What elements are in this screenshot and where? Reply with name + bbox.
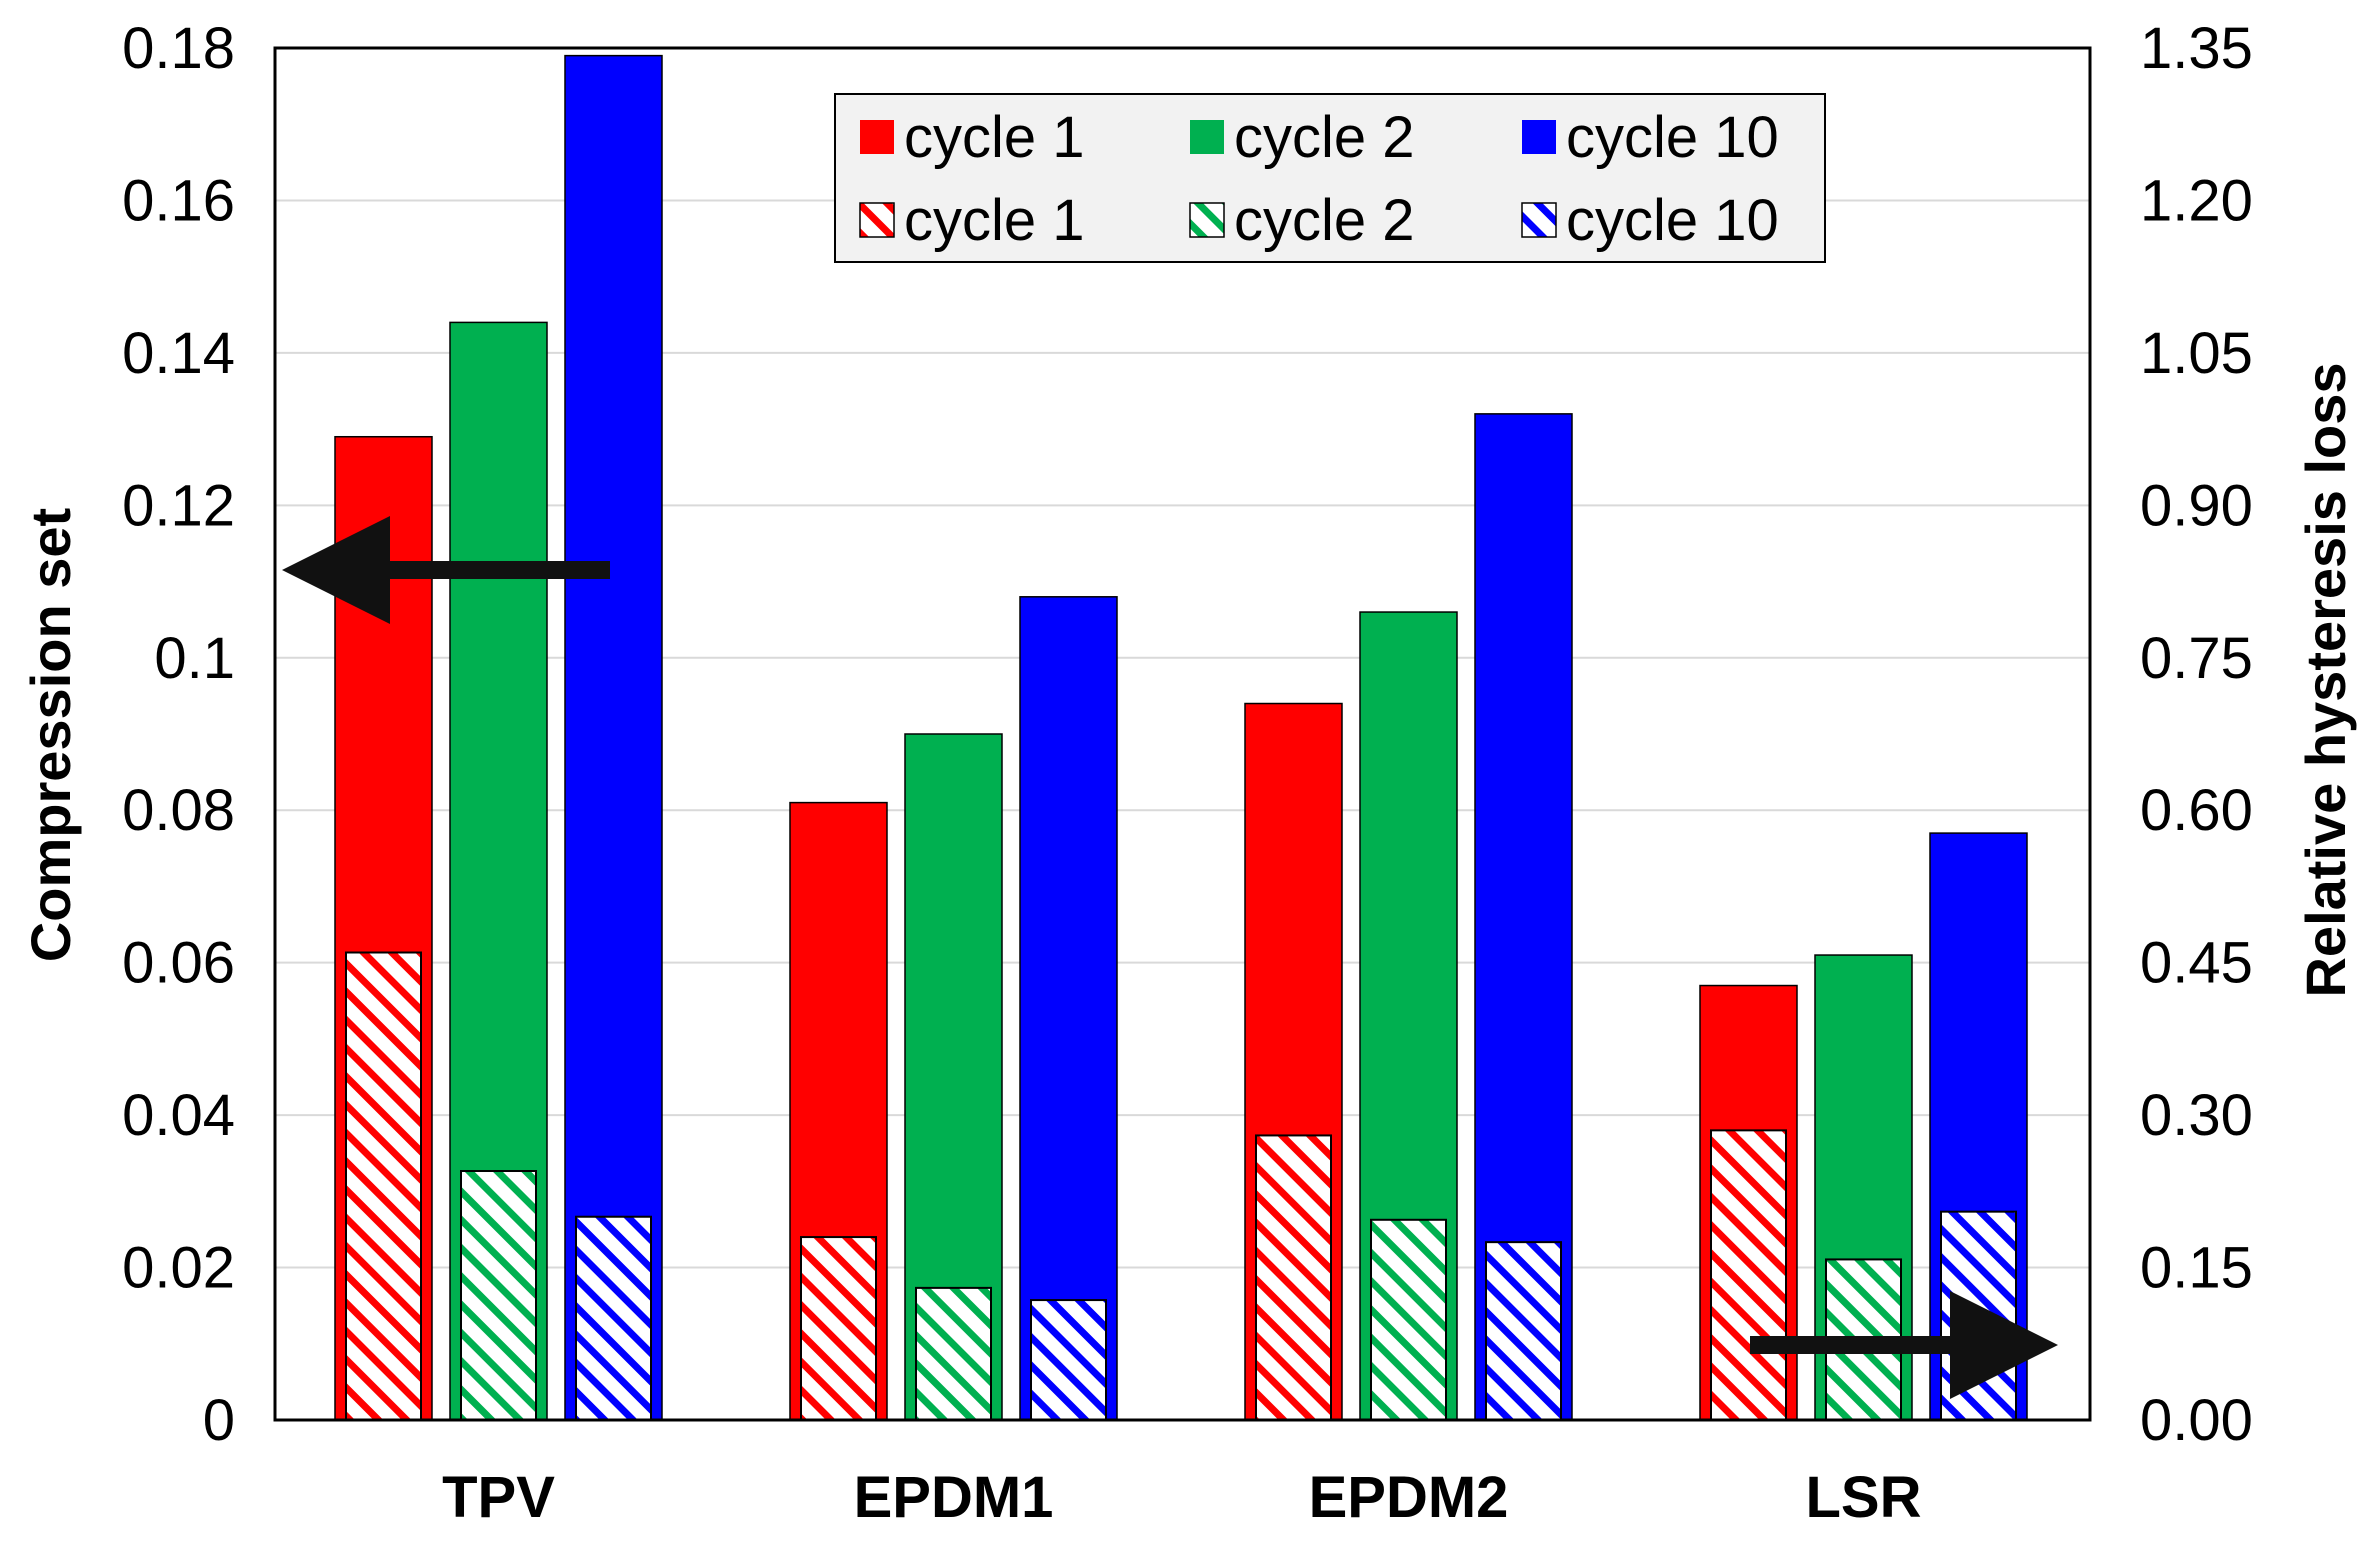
bar-cycle-10-hysteresis-loss [1940,1210,2017,1422]
left-tick-label: 0.08 [122,778,235,843]
category-label: LSR [1806,1465,1922,1530]
left-axis-ticks: 0 0.02 0.04 0.06 0.08 0.1 0.12 0.14 0.16 0.18 [122,16,235,1453]
bar-cycle-10-compression-set [564,54,663,1421]
left-tick-label: 0.02 [122,1236,235,1301]
legend-swatch [1522,120,1556,154]
right-tick-label: 0.75 [2140,626,2253,691]
right-tick-label: 1.35 [2140,16,2253,81]
left-tick-label: 0.06 [122,931,235,996]
right-tick-label: 0.30 [2140,1083,2253,1148]
category-label: EPDM1 [854,1465,1054,1530]
left-tick-label: 0.18 [122,16,235,81]
legend-label: cycle 2 [1234,105,1415,170]
bar-cycle-1-hysteresis-loss [345,951,422,1422]
bar-cycle-10-hysteresis-loss [1030,1299,1107,1421]
bar-cycle-2-hysteresis-loss [460,1170,537,1422]
legend-swatch [1189,202,1225,238]
right-tick-label: 1.20 [2140,168,2253,233]
legend: cycle 1 cycle 2 cycle 10 cycle 1 cycle 2 cycl… [834,93,1826,263]
legend-label: cycle 2 [1234,188,1415,253]
legend-swatch [1521,202,1557,238]
right-tick-label: 0.45 [2140,931,2253,996]
legend-label: cycle 1 [904,105,1085,170]
category-labels: TPV EPDM1 EPDM2 LSR [442,1465,1921,1530]
bar-cycle-1-hysteresis-loss [800,1236,877,1421]
bar-cycle-2-hysteresis-loss [915,1286,992,1421]
category-label: TPV [442,1465,555,1530]
bar-cycle-10-hysteresis-loss [575,1215,652,1421]
right-tick-label: 0.90 [2140,473,2253,538]
right-tick-label: 0.15 [2140,1236,2253,1301]
right-tick-label: 1.05 [2140,321,2253,386]
left-tick-label: 0.14 [122,321,235,386]
left-tick-label: 0.12 [122,473,235,538]
right-tick-label: 0.60 [2140,778,2253,843]
legend-swatch [859,202,895,238]
bar-cycle-2-hysteresis-loss [1370,1218,1447,1422]
legend-swatch [860,120,894,154]
right-axis-title: Relative hysteresis loss [2294,362,2357,997]
bar-cycle-10-compression-set [1019,596,1118,1421]
bar-cycle-1-hysteresis-loss [1255,1134,1332,1421]
legend-label: cycle 10 [1566,188,1779,253]
plot-area-frame [273,46,2092,1422]
left-axis-title: Compression set [19,508,82,962]
left-tick-label: 0 [203,1388,235,1453]
right-tick-label: 0.00 [2140,1388,2253,1453]
legend-swatch [1190,120,1224,154]
left-tick-label: 0.1 [154,626,235,691]
bar-cycle-10-hysteresis-loss [1485,1241,1562,1422]
bars [334,54,2028,1422]
legend-label: cycle 1 [904,188,1085,253]
bar-cycle-1-hysteresis-loss [1710,1129,1787,1422]
legend-box [834,93,1826,263]
category-label: EPDM2 [1309,1465,1509,1530]
legend-label: cycle 10 [1566,105,1779,170]
right-axis-ticks: 0.00 0.15 0.30 0.45 0.60 0.75 0.90 1.05 1.20 1.35 [2140,16,2253,1453]
left-tick-label: 0.16 [122,168,235,233]
left-tick-label: 0.04 [122,1083,235,1148]
